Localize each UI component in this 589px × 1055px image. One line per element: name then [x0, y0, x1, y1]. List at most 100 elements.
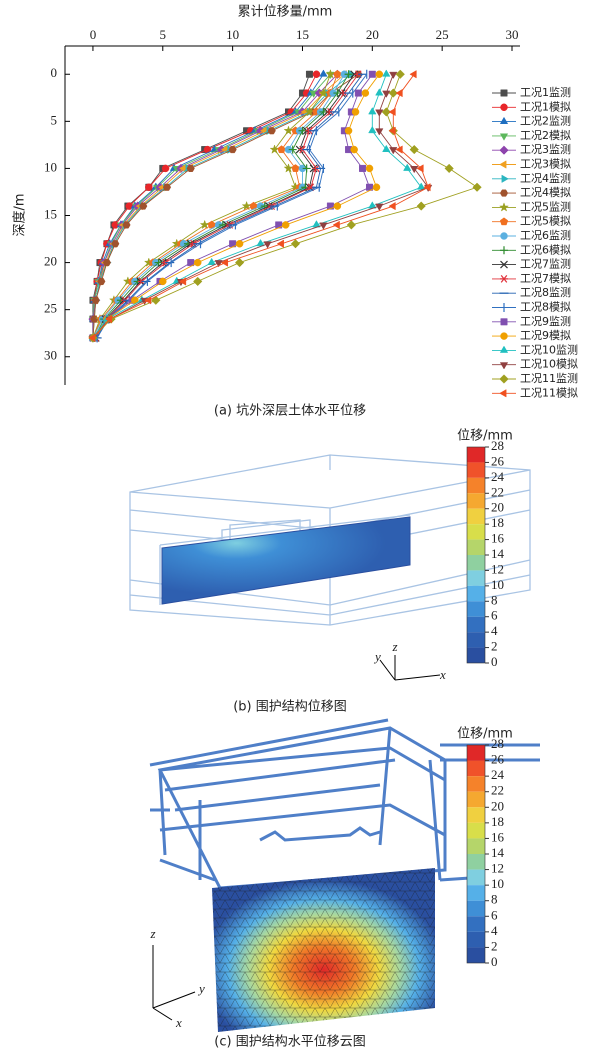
marker [277, 240, 283, 247]
caption: (c) 围护结构水平位移云图 [214, 1035, 365, 1050]
colorbar-label: 2 [491, 938, 498, 953]
marker [306, 71, 313, 78]
marker [404, 164, 411, 170]
colorbar-label: 6 [491, 608, 498, 623]
x-tick-label: 20 [366, 27, 379, 42]
marker [369, 71, 376, 78]
marker [376, 71, 383, 78]
marker [359, 165, 366, 172]
x-tick-label: 0 [90, 27, 97, 42]
y-tick-label: 15 [44, 206, 57, 221]
marker [396, 70, 405, 79]
axis-z: z [391, 639, 397, 654]
marker [163, 184, 171, 191]
colorbar-band [467, 761, 485, 777]
marker [145, 184, 152, 191]
x-tick-label: 15 [296, 27, 309, 42]
legend-marker [500, 275, 508, 282]
colorbar-label: 28 [491, 736, 504, 751]
marker [345, 127, 352, 134]
legend-label: 工况8模拟 [520, 300, 571, 314]
marker [103, 259, 111, 266]
legend-marker [501, 104, 508, 111]
colorbar-band [467, 509, 485, 524]
marker [473, 183, 482, 192]
figure: 累计位移量/mm 深度/m (a) 坑外深层土体水平位移 05101520253… [0, 0, 589, 1055]
marker [284, 164, 293, 172]
colorbar-label: 24 [491, 767, 505, 782]
x-tick-label: 30 [506, 27, 519, 42]
axes-triad [153, 945, 195, 1020]
caption: (b) 围护结构位移图 [233, 700, 347, 715]
marker [236, 240, 243, 247]
marker [91, 316, 99, 323]
marker [383, 91, 390, 97]
colorbar-band [467, 854, 485, 870]
colorbar-band [467, 916, 485, 932]
legend-label: 工况6模拟 [520, 242, 571, 256]
legend-label: 工况5监测 [520, 200, 571, 213]
colorbar-band [467, 792, 485, 808]
y-axis-label: 深度/m [12, 193, 28, 236]
colorbar-label: 20 [491, 798, 504, 813]
legend-label: 工况2模拟 [520, 128, 571, 142]
marker [410, 71, 416, 78]
colorbar-label: 0 [491, 654, 498, 669]
x-tick-label: 25 [436, 27, 449, 42]
y-tick-label: 5 [51, 112, 58, 127]
legend-marker [501, 90, 508, 97]
y-tick-label: 20 [44, 254, 57, 269]
marker [187, 165, 195, 172]
marker [373, 184, 380, 191]
legend-marker [500, 117, 507, 123]
y-tick-label: 25 [44, 301, 57, 316]
legend-label: 工况3监测 [520, 143, 571, 156]
marker [123, 222, 131, 229]
legend-label: 工况4模拟 [520, 185, 571, 199]
panel-c: y x z 位移/mm (c) 围护结构水平位移云图 2826242220181… [149, 720, 540, 1050]
legend-marker [500, 190, 508, 197]
legend-label: 工况10监测 [520, 343, 578, 356]
colorbar-label: 16 [491, 829, 505, 844]
legend-label: 工况10模拟 [520, 357, 578, 371]
marker [390, 72, 397, 78]
marker [352, 108, 359, 115]
y-tick-label: 0 [51, 65, 58, 80]
colorbar-band [467, 901, 485, 917]
legend-label: 工况11监测 [520, 372, 578, 385]
marker [229, 146, 237, 153]
colorbar-band [467, 632, 485, 647]
legend-marker [501, 333, 508, 340]
colorbar-band [467, 870, 485, 886]
marker [351, 146, 358, 153]
marker [334, 70, 342, 77]
y-tick-label: 30 [44, 348, 57, 363]
marker [92, 297, 100, 304]
marker [126, 203, 133, 210]
marker [355, 90, 362, 97]
marker [366, 165, 373, 172]
colorbar-band [467, 570, 485, 585]
colorbar-label: 2 [491, 639, 498, 654]
marker [111, 240, 119, 247]
colorbar-band [467, 807, 485, 823]
colorbar-label: 16 [491, 531, 505, 546]
colorbar-band [467, 823, 485, 839]
marker [369, 108, 376, 114]
colorbar-band [467, 555, 485, 570]
colorbar-label: 14 [491, 546, 505, 561]
legend-marker [500, 134, 507, 140]
marker [320, 70, 327, 76]
axis-x: x [175, 1015, 182, 1030]
panel-b: x y z 位移/mm (b) 围护结构位移图 2826242220181614… [130, 429, 530, 715]
legend-label: 工况9监测 [520, 315, 571, 328]
marker [369, 126, 376, 132]
colorbar-label: 6 [491, 907, 498, 922]
colorbar-band [467, 838, 485, 854]
colorbar-label: 18 [491, 814, 504, 829]
legend-label: 工况2监测 [520, 115, 571, 128]
marker [334, 203, 341, 210]
axis-x: x [439, 667, 446, 682]
marker [376, 89, 383, 95]
